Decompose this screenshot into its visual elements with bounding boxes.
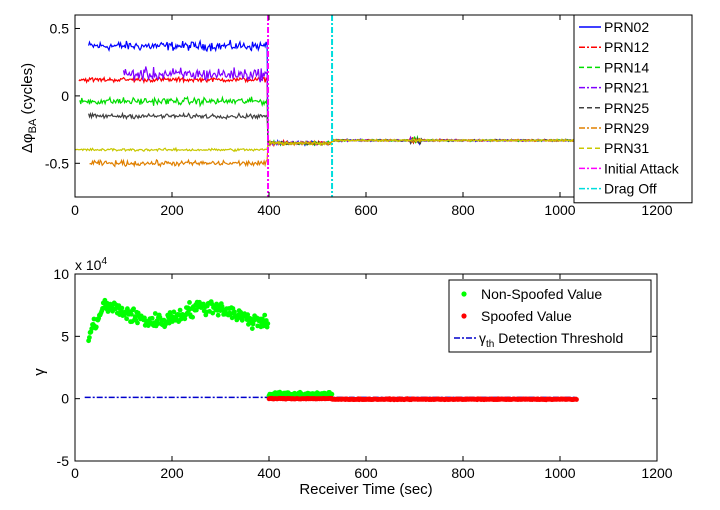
x-tick-label: 0: [71, 202, 79, 218]
x-tick-label: 200: [160, 465, 184, 481]
scatter-point: [182, 316, 188, 322]
x-tick-label: 200: [160, 202, 184, 218]
legend-label-prn21: PRN21: [604, 80, 649, 96]
x-tick-label: 0: [71, 465, 79, 481]
scatter-point: [210, 310, 216, 316]
y-tick-label: -0.5: [45, 155, 69, 171]
series-line-prn21: [122, 66, 577, 146]
legend-swatch-spoofed-value: [461, 313, 467, 319]
legend-label-drag-off: Drag Off: [604, 181, 657, 197]
scatter-point: [194, 307, 199, 313]
scatter-point: [232, 309, 237, 315]
bottom-legend-box: [448, 279, 652, 353]
scatter-point: [171, 309, 177, 315]
scatter-point: [167, 310, 173, 315]
bottom-series-group: [84, 297, 579, 403]
x-tick-label: 1200: [641, 465, 672, 481]
x-tick-label: 800: [451, 202, 475, 218]
top-plot-frame: [74, 14, 658, 198]
top-ticks: 0 200 400 600 800 1000 1200 -0.5 0 0.5: [45, 15, 673, 218]
legend-label-prn31: PRN31: [604, 140, 649, 156]
scatter-point: [265, 321, 271, 326]
legend-label-initial-attack: Initial Attack: [604, 160, 680, 176]
series-line-prn14: [79, 95, 577, 147]
legend-label-prn12: PRN12: [604, 39, 649, 55]
bottom-exponent-label: x 104: [75, 256, 107, 273]
legend-label-prn02: PRN02: [604, 19, 649, 35]
x-tick-label: 800: [451, 465, 475, 481]
y-tick-label: 0: [61, 391, 69, 407]
legend-label-prn14: PRN14: [604, 59, 649, 75]
scatter-point: [187, 300, 192, 305]
y-tick-label: 10: [53, 266, 69, 282]
legend-label-spoofed-value: Spoofed Value: [481, 308, 572, 324]
scatter-point: [215, 312, 221, 318]
legend-label-prn25: PRN25: [604, 100, 649, 116]
series-line-prn31: [74, 138, 577, 153]
y-tick-label: 0: [61, 88, 69, 104]
x-tick-label: 400: [257, 465, 281, 481]
x-tick-label: 600: [354, 202, 378, 218]
scatter-point: [128, 311, 134, 317]
bottom-x-axis-label: Receiver Time (sec): [299, 481, 432, 498]
legend-label-prn29: PRN29: [604, 120, 649, 136]
x-tick-label: 1200: [641, 202, 672, 218]
scatter-point: [574, 397, 579, 402]
top-chart: 0 200 400 600 800 1000 1200 -0.5 0 0.5 ΔφBA (cycl…: [19, 14, 693, 218]
scatter-point: [124, 316, 129, 322]
top-event-lines: [267, 15, 334, 197]
scatter-point: [262, 312, 268, 318]
y-tick-label: 5: [61, 328, 69, 344]
top-legend: PRN02 PRN12 PRN14 PRN21 PRN25 PRN29 PRN31 Initi…: [573, 14, 693, 204]
scatter-point: [119, 305, 125, 311]
scatter-point: [87, 335, 92, 340]
scatter-point: [245, 312, 251, 318]
scatter-point: [177, 307, 183, 313]
top-legend-box: [573, 14, 693, 204]
bottom-y-axis-label: γ: [31, 368, 48, 376]
scatter-point: [190, 314, 196, 320]
y-tick-label: 0.5: [50, 20, 70, 36]
scatter-point: [329, 391, 335, 397]
series-line-prn12: [78, 75, 577, 148]
x-tick-label: 600: [354, 465, 378, 481]
legend-label-threshold: γth Detection Threshold: [479, 330, 623, 350]
scatter-point: [249, 326, 255, 331]
top-y-axis-label: ΔφBA (cycles): [19, 63, 39, 153]
y-tick-label: -5: [57, 453, 70, 469]
legend-swatch-non-spoofed-value: [461, 291, 467, 297]
bottom-legend: Non-Spoofed Value Spoofed Value γth Detect…: [448, 279, 652, 353]
scatter-series-non-spoofed-value: [86, 297, 335, 400]
scatter-point: [93, 324, 99, 330]
scatter-point: [135, 320, 140, 326]
x-tick-label: 400: [257, 202, 281, 218]
scatter-point: [239, 317, 245, 323]
top-series-group: [74, 38, 577, 168]
scatter-point: [149, 315, 155, 321]
scatter-point: [131, 306, 137, 312]
x-tick-label: 1000: [544, 202, 575, 218]
x-tick-label: 1000: [544, 465, 575, 481]
legend-label-non-spoofed-value: Non-Spoofed Value: [481, 286, 602, 302]
scatter-series-spoofed-value: [266, 395, 579, 403]
scatter-point: [152, 311, 158, 316]
